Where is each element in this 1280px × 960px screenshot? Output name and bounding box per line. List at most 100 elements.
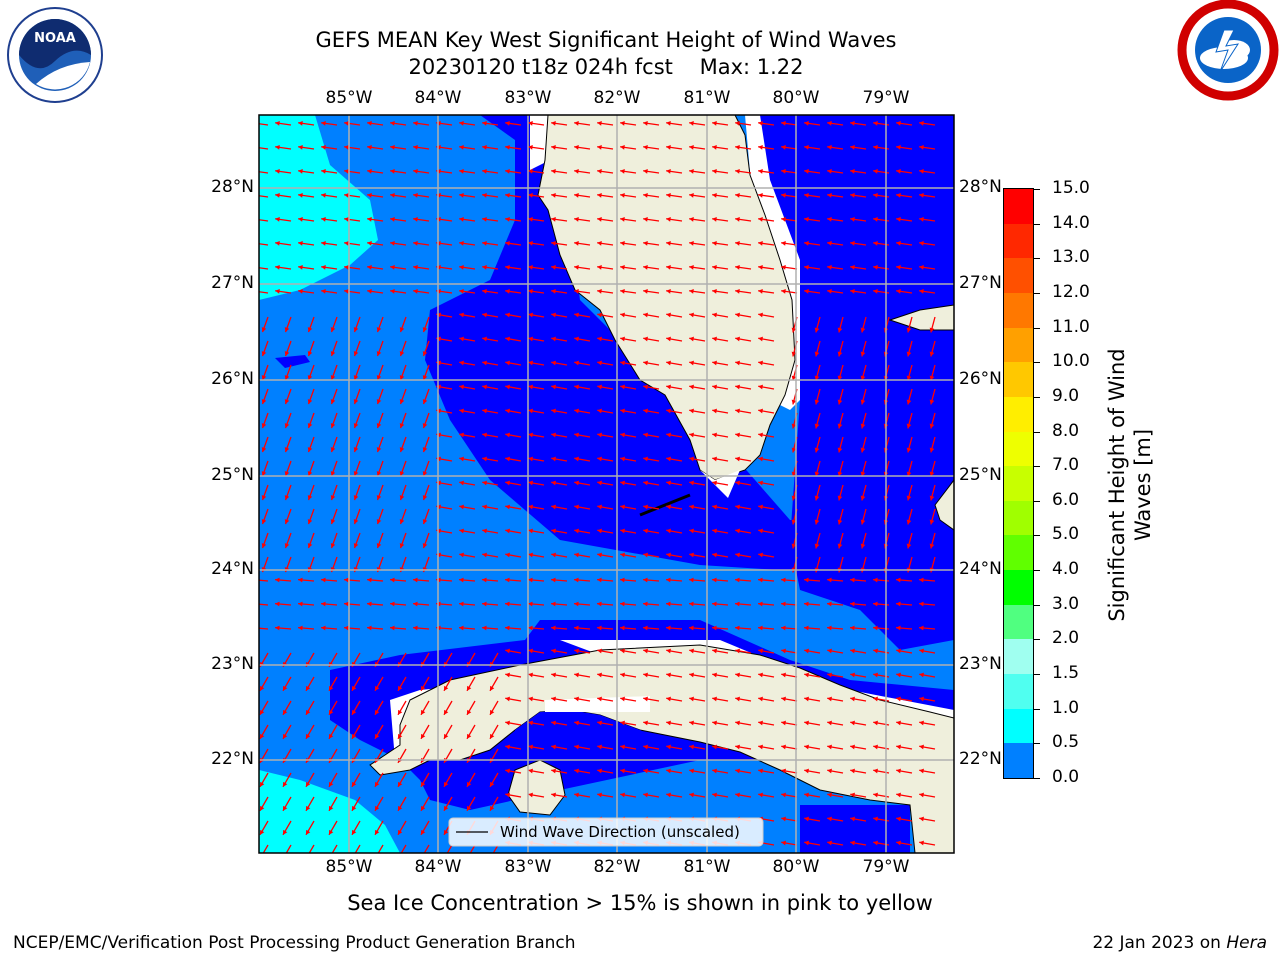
wind-wave-arrow-head xyxy=(597,265,602,270)
wind-wave-arrow-head xyxy=(929,495,935,501)
wind-wave-arrow-head xyxy=(620,696,625,702)
wind-wave-arrow-head xyxy=(398,685,403,691)
wind-wave-arrow-head xyxy=(643,648,648,654)
wind-wave-arrow-head xyxy=(321,625,326,631)
plot-title: GEFS MEAN Key West Significant Height of… xyxy=(315,28,897,52)
wind-wave-arrow-head xyxy=(528,384,533,390)
wind-wave-arrow-head xyxy=(643,792,648,798)
colorbar-tick-mark xyxy=(1034,292,1040,294)
wind-wave-arrow-head xyxy=(620,384,625,390)
wind-wave-arrow-head xyxy=(528,648,533,654)
colorbar-tick-label: 11.0 xyxy=(1052,316,1090,337)
wind-wave-arrow-head xyxy=(873,744,878,750)
wind-wave-arrow-head xyxy=(827,577,832,583)
wind-wave-arrow-head xyxy=(620,625,625,631)
wind-wave-arrow-head xyxy=(597,145,602,150)
wind-wave-arrow-head xyxy=(551,648,556,654)
wind-wave-arrow-head xyxy=(330,351,336,357)
wind-wave-arrow-head xyxy=(735,577,740,583)
wind-wave-arrow-head xyxy=(791,423,797,429)
wind-wave-arrow-head xyxy=(781,648,786,654)
wind-wave-arrow xyxy=(259,171,269,174)
wind-wave-arrow-head xyxy=(284,423,290,429)
wind-wave-arrow-head xyxy=(306,709,311,715)
wind-wave-arrow-head xyxy=(329,829,334,835)
lat-label-right: 23°N xyxy=(959,654,1002,674)
wind-wave-arrow-head xyxy=(367,577,372,583)
wind-wave-arrow-head xyxy=(620,792,625,798)
wind-wave-arrow-head xyxy=(444,781,449,787)
wind-wave-arrow-head xyxy=(574,432,579,438)
wind-wave-arrow-head xyxy=(620,193,625,198)
wind-wave-arrow-head xyxy=(399,375,405,381)
wind-wave-arrow xyxy=(446,844,453,853)
wind-wave-arrow-head xyxy=(860,447,866,453)
wind-wave-arrow-head xyxy=(298,169,303,174)
wind-wave-arrow-head xyxy=(896,720,901,726)
wind-wave-arrow-head xyxy=(375,829,380,835)
wind-wave-arrow-head xyxy=(620,241,625,246)
wind-wave-arrow-head xyxy=(467,781,472,787)
wind-wave-arrow-head xyxy=(814,519,820,525)
wind-wave-arrow-head xyxy=(528,121,533,126)
wind-wave-arrow-head xyxy=(353,543,359,549)
wind-wave-arrow-head xyxy=(528,432,533,438)
wind-wave-arrow-head xyxy=(620,432,625,438)
wind-wave-arrow-head xyxy=(399,519,405,525)
wind-wave-arrow-head xyxy=(597,241,602,246)
wind-wave-arrow-head xyxy=(505,601,510,607)
wind-wave-arrow-head xyxy=(482,312,487,318)
wind-wave-arrow-head xyxy=(873,121,878,126)
wind-wave-arrow-head xyxy=(666,577,671,583)
wind-wave-arrow-head xyxy=(712,456,717,462)
wind-wave-arrow xyxy=(259,219,269,222)
wind-wave-arrow-head xyxy=(283,805,288,811)
wind-wave-arrow-head xyxy=(643,360,648,366)
wind-wave-arrow-head xyxy=(275,121,280,126)
wind-wave-arrow-head xyxy=(689,744,694,750)
wind-wave-arrow-head xyxy=(735,289,740,294)
wind-wave-arrow-head xyxy=(574,744,579,750)
wind-wave-arrow-head xyxy=(712,577,717,583)
land-florida-keys xyxy=(639,493,691,517)
wind-wave-arrow-head xyxy=(735,792,740,798)
wind-wave-arrow-head xyxy=(873,169,878,174)
wind-wave-arrow-head xyxy=(735,312,740,318)
wind-wave-arrow-head xyxy=(376,495,382,501)
wind-wave-arrow-head xyxy=(329,781,334,787)
wind-wave-arrow-head xyxy=(261,327,267,333)
wind-wave-arrow-head xyxy=(896,816,901,822)
wind-wave-arrow-head xyxy=(837,423,843,429)
wind-wave-arrow-head xyxy=(929,351,935,357)
wind-wave-arrow-head xyxy=(306,781,311,787)
colorbar-tick-mark xyxy=(1034,362,1040,364)
wind-wave-arrow-head xyxy=(551,792,556,798)
wave-height-0-0.5-region-south xyxy=(800,805,910,853)
wind-wave-arrow-head xyxy=(758,289,763,294)
wind-wave-arrow-head xyxy=(252,217,257,222)
wind-wave-arrow-head xyxy=(353,519,359,525)
wind-wave-arrow-head xyxy=(321,121,326,126)
wind-wave-arrow-head xyxy=(689,408,694,414)
wind-wave-arrow-head xyxy=(781,672,786,678)
wind-wave-arrow-head xyxy=(344,265,349,270)
lat-label-left: 22°N xyxy=(211,749,254,769)
wind-wave-arrow-head xyxy=(482,217,487,222)
wind-wave-arrow-head xyxy=(666,265,671,270)
wind-wave-arrow-head xyxy=(482,408,487,414)
wind-wave-arrow-head xyxy=(827,625,832,631)
wind-wave-arrow-head xyxy=(597,193,602,198)
wind-wave-arrow-head xyxy=(781,289,786,294)
wind-wave-arrow-head xyxy=(574,360,579,366)
wind-wave-arrow-head xyxy=(666,121,671,126)
wind-wave-arrow-head xyxy=(860,375,866,381)
wind-wave-arrow-head xyxy=(482,169,487,174)
lon-label-top: 81°W xyxy=(683,88,731,108)
wind-wave-arrow-head xyxy=(421,685,426,691)
wind-wave-arrow-head xyxy=(666,792,671,798)
wind-wave-arrow-head xyxy=(574,384,579,390)
wave-height-1.0-1.5-region-sw xyxy=(259,770,400,853)
wind-wave-arrow-head xyxy=(827,241,832,246)
wind-wave-arrow-head xyxy=(551,552,556,558)
wind-wave-arrow-head xyxy=(528,792,533,798)
